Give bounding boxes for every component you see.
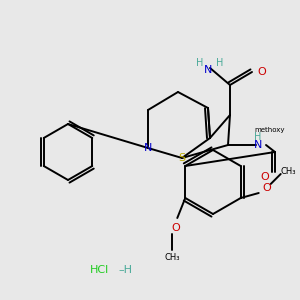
Text: HCl: HCl xyxy=(90,265,109,275)
Text: methoxy: methoxy xyxy=(255,127,285,133)
Text: H: H xyxy=(254,132,262,142)
Text: –H: –H xyxy=(118,265,132,275)
Text: CH₃: CH₃ xyxy=(281,167,296,176)
Text: O: O xyxy=(261,172,269,182)
Text: O: O xyxy=(258,67,266,77)
Text: N: N xyxy=(254,140,262,150)
Text: O: O xyxy=(171,223,180,233)
Text: N: N xyxy=(144,143,152,153)
Text: N: N xyxy=(204,65,212,75)
Text: CH₃: CH₃ xyxy=(164,254,180,262)
Text: H: H xyxy=(196,58,204,68)
Text: O: O xyxy=(262,183,271,193)
Text: S: S xyxy=(178,153,186,163)
Text: H: H xyxy=(216,58,224,68)
